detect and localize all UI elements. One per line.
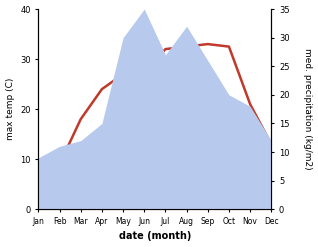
Y-axis label: max temp (C): max temp (C) — [5, 78, 15, 140]
Y-axis label: med. precipitation (kg/m2): med. precipitation (kg/m2) — [303, 48, 313, 170]
X-axis label: date (month): date (month) — [119, 231, 191, 242]
